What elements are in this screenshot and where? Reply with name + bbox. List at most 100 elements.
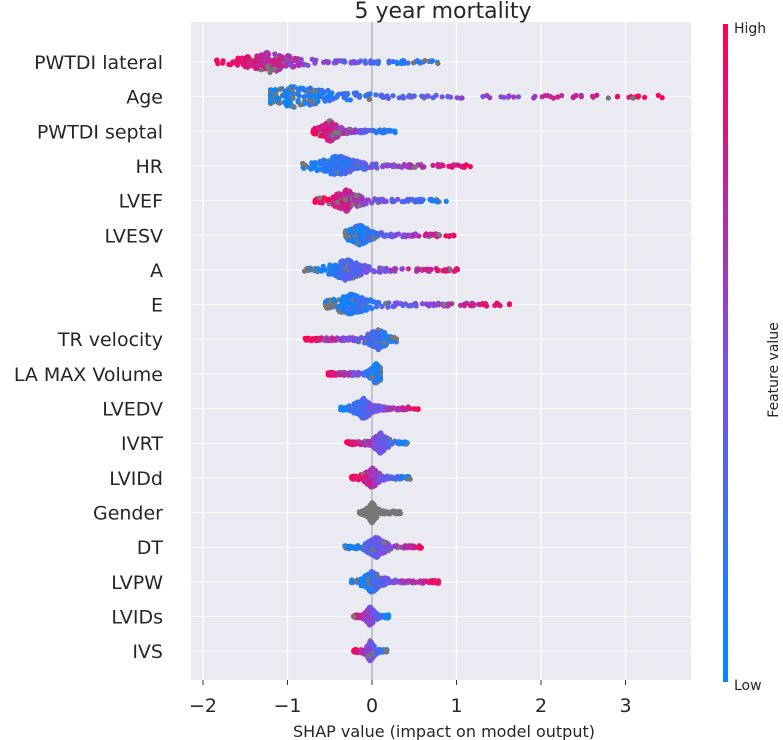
shap-point [366,96,372,102]
shap-point [542,93,548,99]
shap-point [359,298,365,305]
shap-point [447,266,453,272]
shap-point [395,473,401,480]
shap-point [335,58,341,64]
shap-point [338,305,345,311]
shap-point [277,86,283,92]
shap-point [370,503,376,509]
shap-point [372,230,378,236]
shap-point [405,60,411,66]
shap-point [329,121,335,127]
shap-point [370,611,376,617]
colorbar-low-label: Low [734,678,762,694]
shap-point [234,62,241,68]
shap-point [532,93,538,99]
shap-point [365,507,371,513]
shap-point [421,579,428,585]
shap-point [265,63,271,69]
x-tick-label: 2 [535,695,547,717]
shap-point [383,509,389,515]
feature-label: Age [126,87,163,109]
shap-point [451,233,457,239]
feature-label: A [150,260,163,282]
shap-point [361,616,368,622]
shap-point [361,583,367,589]
shap-point [366,646,372,652]
shap-point [434,199,441,205]
shap-point [389,578,395,585]
shap-point [347,97,353,103]
shap-point [360,202,366,208]
shap-point [350,159,356,165]
shap-point [342,297,348,303]
shap-point [364,608,370,614]
shap-point [385,613,391,619]
shap-point [389,441,395,447]
shap-point [303,100,309,106]
shap-point [274,95,280,101]
shap-point [349,580,355,586]
shap-point [369,200,375,206]
shap-point [357,649,363,655]
shap-point [264,49,270,56]
shap-point [330,199,337,205]
shap-point [372,445,378,451]
shap-point [413,301,419,308]
shap-point [346,372,352,378]
shap-point [383,300,389,307]
shap-point [358,335,364,341]
shap-point [374,368,380,375]
shap-point [343,155,349,161]
x-tick-label: −2 [189,695,217,717]
shap-point [363,93,369,99]
shap-point [296,87,302,94]
shap-point [381,540,387,546]
shap-point [272,87,278,93]
shap-point [297,102,304,108]
shap-point [373,342,379,348]
shap-point [277,56,283,62]
shap-point [326,165,332,171]
shap-point [268,92,274,98]
shap-point [367,479,373,485]
shap-point [484,92,490,99]
shap-point [319,87,325,93]
shap-point [337,168,343,174]
shap-point [355,408,361,414]
shap-point [247,60,253,66]
shap-point [331,298,338,304]
shap-point [292,55,298,61]
shap-point [366,439,372,445]
shap-point [457,302,464,308]
shap-point [436,232,442,238]
shap-point [335,191,341,197]
shap-point [415,58,421,65]
shap-point [346,130,352,136]
shap-point [272,51,278,57]
shap-point [318,92,324,98]
shap-point [346,407,352,414]
shap-point [370,335,376,341]
shap-point [467,164,473,170]
shap-point [352,91,359,97]
shap-point [374,435,380,441]
shap-point [345,545,352,552]
shap-point [492,302,498,308]
shap-point [309,160,315,166]
shap-point [341,130,347,137]
shap-point [443,198,449,204]
shap-point [369,587,376,593]
shap-point [373,92,379,98]
shap-point [452,162,458,168]
shap-point [315,337,321,343]
shap-point [402,233,408,239]
shap-point [362,473,368,479]
shap-point [443,267,449,273]
shap-point [369,547,375,553]
shap-point [447,233,453,239]
shap-point [391,266,397,272]
shap-point [369,306,375,312]
feature-label: IVS [132,641,163,663]
shap-point [277,100,283,106]
